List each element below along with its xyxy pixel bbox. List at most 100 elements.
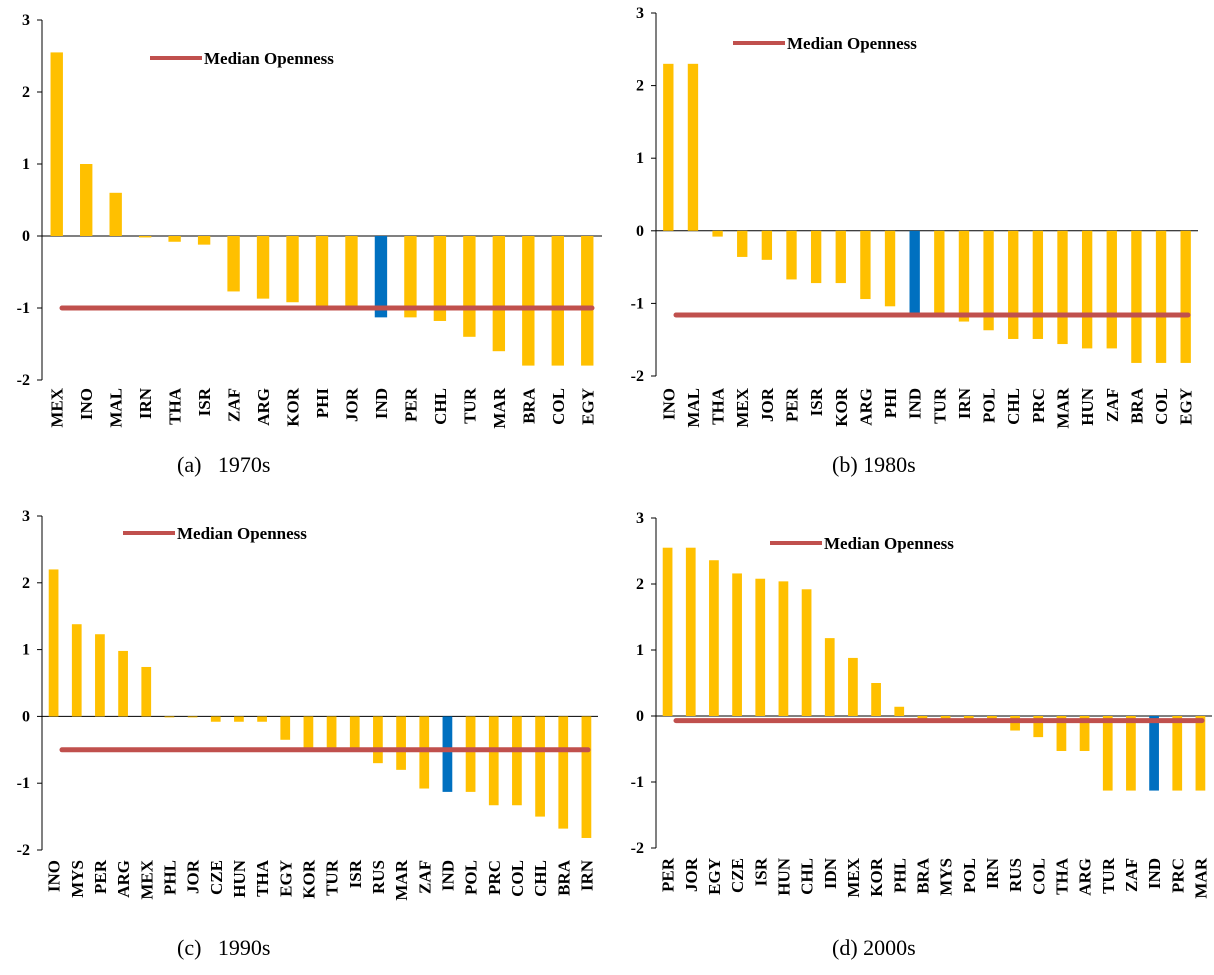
x-tick-label: PHL [160, 860, 179, 895]
bar-chl [535, 716, 545, 817]
bar-per [404, 236, 417, 318]
x-tick-label: EGY [276, 860, 295, 897]
panel-1980s: -2 -1 0 1 2 3 INO MAL THA MEX JOR PER ISR KOR ARG PHI IN… [631, 5, 1198, 429]
x-tick-label: JOR [342, 387, 361, 422]
bar-tur [463, 236, 476, 337]
x-tick-label: KOR [832, 387, 851, 426]
bar-mar [1057, 230, 1068, 345]
bar-per [786, 230, 797, 280]
bar-chl [1008, 230, 1019, 339]
x-tick-label: POL [980, 388, 999, 423]
bar-mal [109, 192, 122, 236]
bar-mex [141, 666, 152, 717]
bar-ino [48, 569, 59, 717]
x-tick-label: RUS [369, 860, 388, 894]
bar-egy [581, 236, 594, 366]
bar-mex [50, 52, 63, 237]
x-tick-label: CHL [531, 860, 550, 897]
panel-1970s: -2 -1 0 1 2 3 MEX INO MAL IRN THA ISR ZAF ARG KOR PHI JO… [17, 12, 602, 429]
bar-arg [118, 650, 128, 717]
x-tick-label: RUS [1006, 858, 1025, 892]
bar-phi [315, 236, 329, 307]
x-tick-label: COL [549, 388, 568, 425]
bar-ind [1149, 716, 1159, 791]
bar-rus [373, 716, 383, 764]
bar-tur [326, 716, 337, 750]
bar-hun [778, 581, 789, 716]
x-tick-label: JOR [682, 857, 701, 892]
bar-tur [934, 230, 945, 313]
x-tick-label: POL [960, 858, 979, 893]
bar-rus [1010, 716, 1020, 731]
x-tick-label: BRA [1127, 387, 1146, 424]
bar-mys [940, 716, 951, 720]
x-tick-label: PHI [313, 388, 332, 419]
bar-egy [1180, 230, 1191, 363]
y-tick-label: -1 [631, 774, 644, 791]
x-tick-label: ISR [807, 387, 826, 416]
x-tick-label: IND [438, 860, 457, 891]
bar-mar [492, 236, 506, 352]
x-tick-label: COL [1152, 388, 1171, 425]
x-tick-label: BRA [519, 387, 538, 424]
bar-arg [860, 230, 871, 300]
x-tick-label: MYS [68, 860, 87, 898]
bar-jor [761, 230, 773, 260]
x-tick-label: KOR [299, 859, 318, 898]
bar-prc [488, 716, 499, 806]
x-tick-label: MAR [1054, 387, 1073, 428]
bar-bra [558, 716, 569, 829]
x-tick-label: HUN [774, 857, 793, 896]
bar-mal [687, 63, 699, 231]
bar-pol [963, 716, 974, 720]
x-tick-label: TUR [930, 387, 949, 424]
bar-tha [168, 236, 181, 242]
x-tick-label: ARG [254, 388, 273, 426]
x-tick-label: PER [783, 387, 802, 422]
bar-prc [1032, 230, 1044, 339]
bar-irn [987, 716, 997, 720]
bar-cze [732, 573, 742, 716]
x-tick-label: MAR [392, 859, 411, 900]
x-tick-label: MAL [107, 388, 126, 428]
bar-ino [80, 164, 93, 236]
bar-idn [824, 638, 835, 716]
bar-pol [465, 716, 476, 792]
y-tick-label: 0 [636, 223, 644, 240]
bar-per [95, 634, 105, 717]
bar-bra [1131, 230, 1142, 363]
bar-egy [280, 716, 291, 740]
bar-phi [884, 230, 896, 307]
x-tick-label: EGY [705, 858, 724, 895]
x-tick-label: THA [1052, 857, 1071, 895]
y-tick-label: -2 [17, 842, 30, 859]
bar-cze [210, 716, 221, 722]
x-tick-label: MAR [490, 387, 509, 428]
x-tick-label: TUR [460, 387, 479, 424]
bar-prc [1172, 716, 1183, 791]
x-tick-label: THA [709, 387, 728, 425]
bar-mar [1195, 716, 1206, 791]
x-tick-label: MEX [48, 387, 67, 427]
y-tick-label: -2 [631, 368, 644, 385]
bar-irn [958, 230, 970, 322]
x-tick-label: ZAF [1122, 858, 1141, 892]
x-tick-label: MEX [137, 859, 156, 899]
x-tick-label: HUN [230, 859, 249, 898]
x-tick-label: POL [462, 860, 481, 895]
y-tick-label: 0 [22, 708, 30, 725]
caption-1970s: (a) 1970s [177, 452, 271, 477]
bar-isr [810, 230, 822, 284]
bar-ind [442, 716, 453, 792]
x-tick-label: BRA [554, 859, 573, 896]
x-tick-label: INO [45, 860, 64, 892]
bar-mar [396, 716, 406, 770]
x-tick-label: IND [1145, 858, 1164, 889]
x-tick-label: IRN [577, 859, 596, 891]
bar-kor [871, 683, 881, 716]
bar-pol [983, 230, 994, 331]
y-tick-label: 2 [22, 575, 30, 592]
x-tick-label: ISR [346, 859, 365, 888]
bar-tha [1056, 716, 1067, 751]
